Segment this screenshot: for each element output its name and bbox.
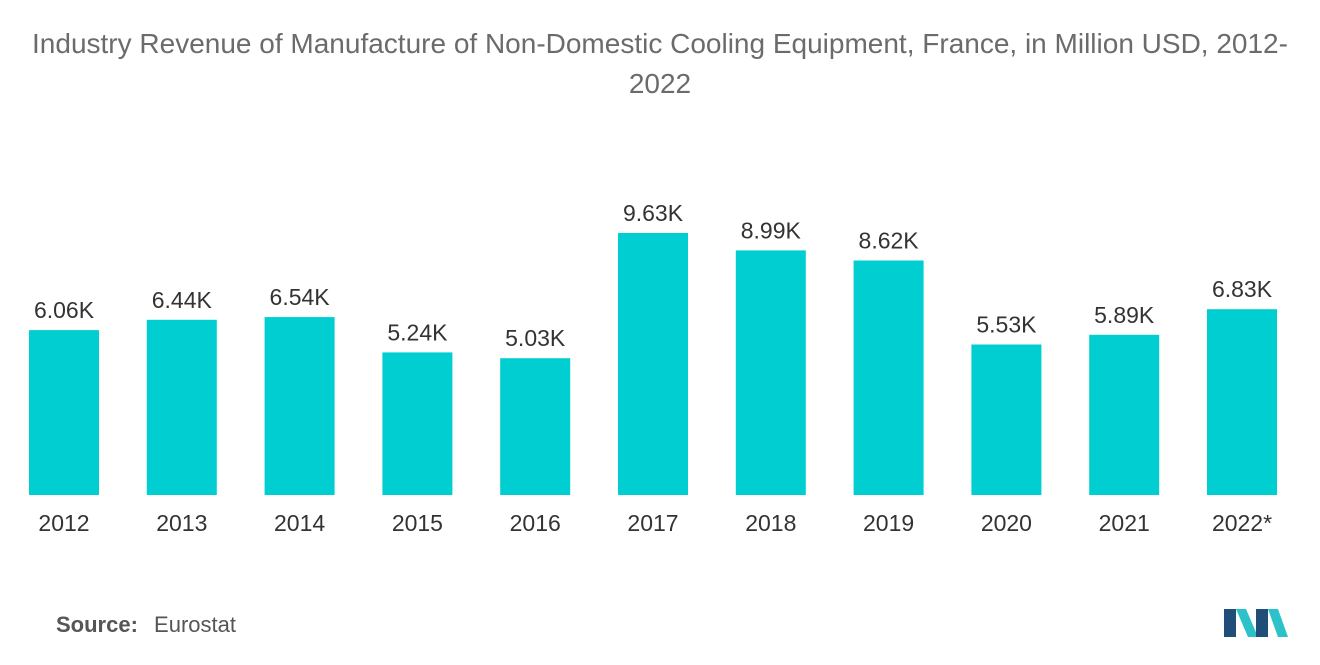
chart-title: Industry Revenue of Manufacture of Non-D… (32, 28, 1288, 99)
logo-right-stroke (1256, 609, 1268, 637)
data-label-2020: 5.53K (976, 312, 1037, 338)
bar-2018 (735, 250, 806, 495)
x-tick-2019: 2019 (863, 510, 914, 536)
data-label-2018: 8.99K (741, 217, 802, 243)
bar-2019 (853, 260, 924, 495)
data-label-2014: 6.54K (270, 284, 331, 310)
bar-2016 (500, 358, 571, 495)
bar-2012 (29, 330, 99, 495)
source-value: Eurostat (154, 612, 236, 637)
data-label-2012: 6.06K (34, 297, 95, 323)
brand-logo (1224, 609, 1288, 637)
bar-2014 (264, 317, 335, 495)
x-tick-2012: 2012 (38, 510, 89, 536)
data-label-2013: 6.44K (152, 287, 213, 313)
bar-2017 (618, 233, 688, 495)
logo-right-diagonal (1268, 609, 1288, 637)
x-tick-2022*: 2022* (1212, 510, 1272, 536)
data-label-2015: 5.24K (387, 319, 448, 345)
x-tick-2016: 2016 (510, 510, 561, 536)
x-tick-2015: 2015 (392, 510, 443, 536)
data-label-2016: 5.03K (505, 325, 566, 351)
logo-left-diagonal (1236, 609, 1258, 637)
data-label-2017: 9.63K (623, 200, 684, 226)
x-tick-2020: 2020 (981, 510, 1032, 536)
data-label-2022*: 6.83K (1212, 276, 1273, 302)
source-label: Source: (56, 612, 138, 637)
data-label-2021: 5.89K (1094, 302, 1155, 328)
x-tick-2013: 2013 (156, 510, 207, 536)
x-tick-2018: 2018 (745, 510, 796, 536)
bar-2020 (971, 344, 1042, 495)
bar-2015 (382, 352, 453, 495)
source-note: Source: Eurostat (56, 612, 236, 638)
x-tick-2021: 2021 (1099, 510, 1150, 536)
bar-2013 (146, 319, 217, 495)
data-label-2019: 8.62K (859, 228, 920, 254)
bar-2021 (1089, 334, 1160, 495)
x-tick-2014: 2014 (274, 510, 325, 536)
bar-2022* (1207, 309, 1277, 495)
x-tick-2017: 2017 (627, 510, 678, 536)
logo-left-stroke (1224, 609, 1236, 637)
